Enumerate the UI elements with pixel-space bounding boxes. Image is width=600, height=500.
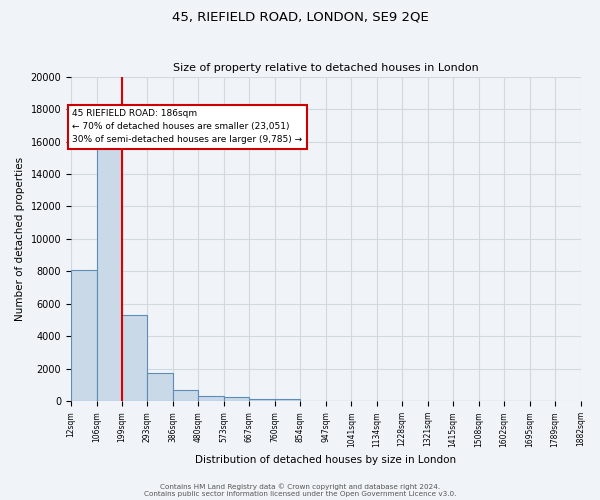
Bar [199,396,224,402]
Bar [275,399,300,402]
Y-axis label: Number of detached properties: Number of detached properties [15,157,25,321]
Bar [122,316,148,402]
Text: Contains public sector information licensed under the Open Government Licence v3: Contains public sector information licen… [144,491,456,497]
Text: 45 RIEFIELD ROAD: 186sqm
← 70% of detached houses are smaller (23,051)
30% of se: 45 RIEFIELD ROAD: 186sqm ← 70% of detach… [73,109,302,144]
X-axis label: Distribution of detached houses by size in London: Distribution of detached houses by size … [195,455,457,465]
Bar [71,270,97,402]
Bar [173,390,199,402]
Text: 45, RIEFIELD ROAD, LONDON, SE9 2QE: 45, RIEFIELD ROAD, LONDON, SE9 2QE [172,10,428,23]
Text: Contains HM Land Registry data © Crown copyright and database right 2024.: Contains HM Land Registry data © Crown c… [160,484,440,490]
Bar [148,373,173,402]
Bar [97,132,122,402]
Bar [250,399,275,402]
Title: Size of property relative to detached houses in London: Size of property relative to detached ho… [173,63,479,73]
Bar [224,398,250,402]
